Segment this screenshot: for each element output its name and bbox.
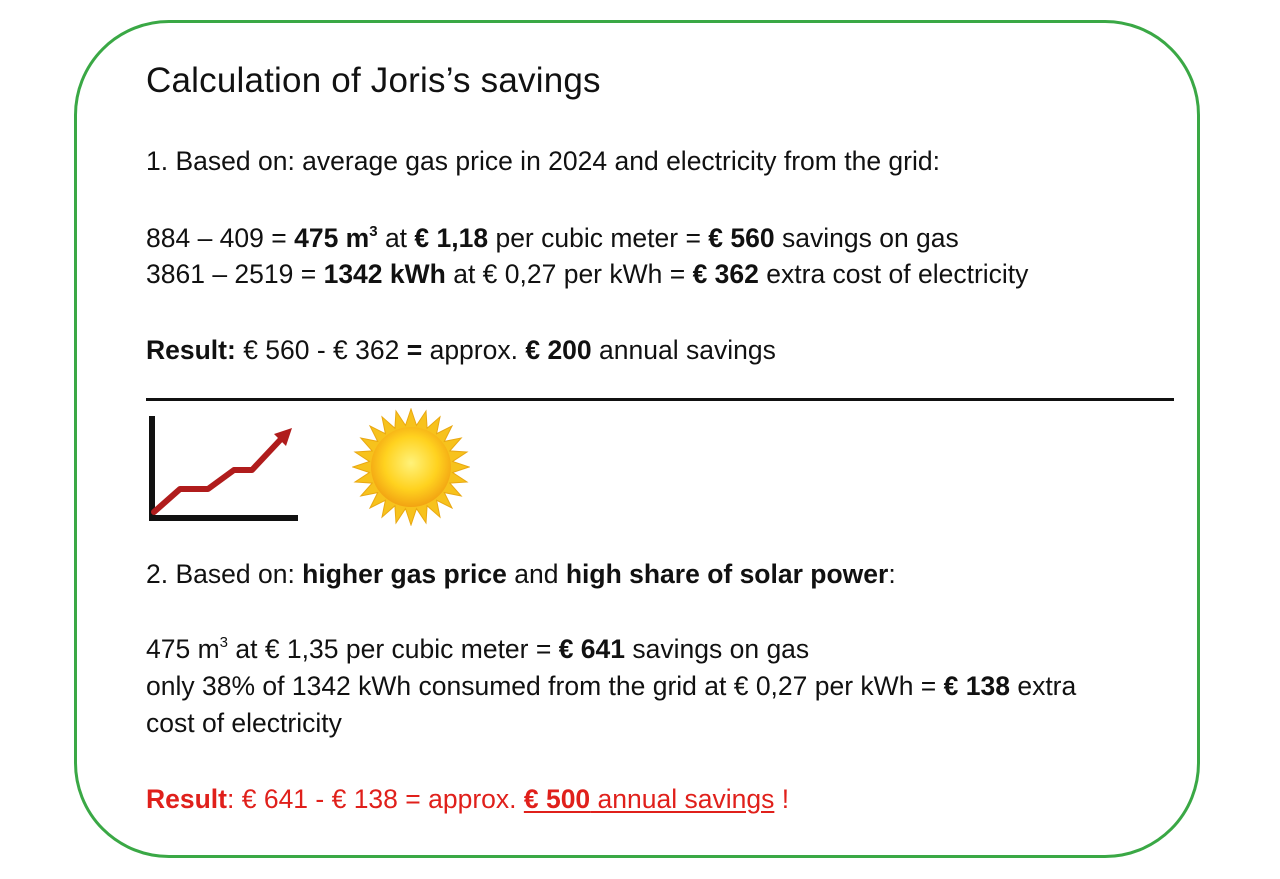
elec-volume: 1342 kWh <box>323 259 446 289</box>
section1-result-line: Result: € 560 - € 362 = approx. € 200 an… <box>146 332 776 368</box>
s2-result-label: Result <box>146 784 227 814</box>
s2-result-amount: € 500 <box>523 784 591 814</box>
section2-elec-line-2: cost of electricity <box>146 708 342 738</box>
s2-gas-volume-sup: 3 <box>219 634 228 651</box>
s2-bold-solar: high share of solar power <box>565 559 889 589</box>
s2-elec-text: only 38% of 1342 kWh consumed from the g… <box>146 671 944 701</box>
section1-elec-line: 3861 – 2519 = 1342 kWh at € 0,27 per kWh… <box>146 256 1028 292</box>
s2-bold-gas: higher gas price <box>302 559 507 589</box>
sun-icon <box>352 408 470 526</box>
rising-line-chart-icon <box>149 416 298 521</box>
gas-mid1: at <box>377 223 415 253</box>
result-approx: approx. <box>422 335 526 365</box>
elec-calc: 3861 – 2519 = <box>146 259 324 289</box>
page-title: Calculation of Joris’s savings <box>146 61 601 100</box>
elec-cost-amount: € 362 <box>692 259 759 289</box>
s2-elec-amount: € 138 <box>943 671 1010 701</box>
section1-gas-line: 884 – 409 = 475 m3 at € 1,18 per cubic m… <box>146 220 959 256</box>
s2-prefix: 2. Based on: <box>146 559 303 589</box>
section2-elec-line: only 38% of 1342 kWh consumed from the g… <box>146 668 1076 704</box>
result-eq: = <box>406 335 423 365</box>
gas-volume-sup: 3 <box>369 223 378 240</box>
gas-tail: savings on gas <box>774 223 959 253</box>
gas-price: € 1,18 <box>414 223 489 253</box>
s2-result-calc: : € 641 - € 138 = approx. <box>227 784 524 814</box>
section-divider <box>146 398 1174 401</box>
result-amount: € 200 <box>525 335 592 365</box>
s2-gas-volume: 475 m <box>146 634 220 664</box>
elec-mid1: at € 0,27 per kWh = <box>445 259 693 289</box>
section2-heading: 2. Based on: higher gas price and high s… <box>146 556 896 592</box>
gas-mid2: per cubic meter = <box>488 223 709 253</box>
gas-calc: 884 – 409 = <box>146 223 295 253</box>
s2-gas-mid: at € 1,35 per cubic meter = <box>228 634 559 664</box>
result-calc: € 560 - € 362 <box>235 335 407 365</box>
s2-result-tail: annual savings <box>590 784 775 814</box>
gas-savings-amount: € 560 <box>708 223 775 253</box>
s2-gas-tail: savings on gas <box>625 634 810 664</box>
s2-gas-amount: € 641 <box>558 634 626 664</box>
s2-mid: and <box>506 559 566 589</box>
section2-gas-line: 475 m3 at € 1,35 per cubic meter = € 641… <box>146 631 809 667</box>
s2-suffix: : <box>888 559 896 589</box>
gas-volume: 475 m <box>294 223 370 253</box>
s2-result-end: ! <box>774 784 790 814</box>
elec-tail: extra cost of electricity <box>758 259 1029 289</box>
s2-elec-tail: extra <box>1009 671 1077 701</box>
section2-result-line: Result: € 641 - € 138 = approx. € 500 an… <box>146 781 789 817</box>
section1-heading: 1. Based on: average gas price in 2024 a… <box>146 146 940 176</box>
content-card <box>74 20 1200 858</box>
result-tail: annual savings <box>591 335 776 365</box>
result-label: Result: <box>146 335 236 365</box>
